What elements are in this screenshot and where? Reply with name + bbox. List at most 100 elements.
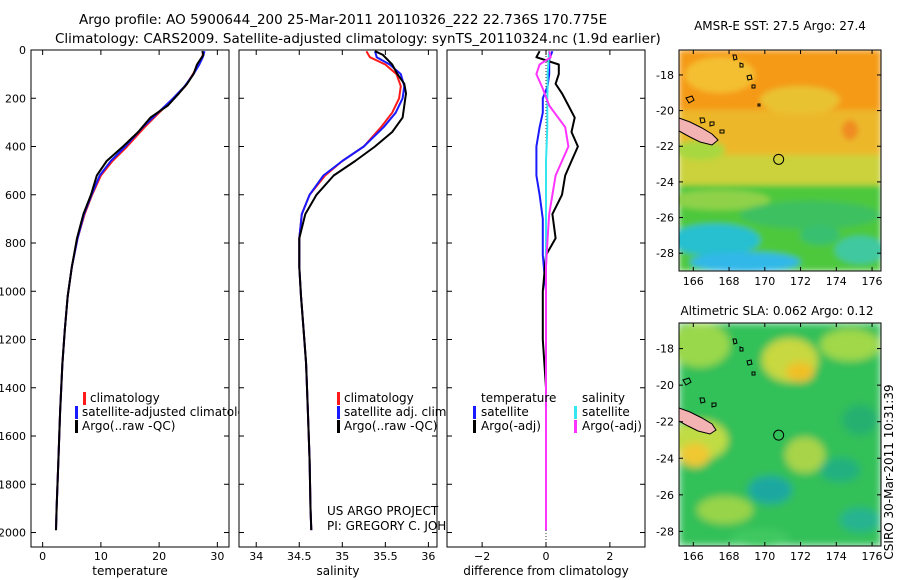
- map-x-tick-label: 176: [862, 275, 883, 288]
- salinity-axes-frame: [238, 49, 438, 548]
- map-x-tick-label: 172: [790, 550, 811, 563]
- legend-swatch-argo: [75, 420, 78, 433]
- temperature-legend: climatology satellite-adjusted climatolo…: [75, 391, 260, 433]
- y-tick-label: 2000: [0, 527, 26, 540]
- project-credit: US ARGO PROJECT: [327, 504, 439, 518]
- y-tick-label: 1800: [0, 478, 26, 491]
- legend-swatch-temp-satellite: [473, 406, 476, 419]
- legend-label-climatology: climatology: [90, 391, 160, 405]
- map-x-tick-label: 168: [719, 275, 740, 288]
- argo-float-marker: [773, 429, 785, 441]
- difference-panel: −2 0 2 difference from climatology tempera…: [446, 49, 646, 578]
- x-tick-label: 30: [210, 550, 224, 563]
- x-tick-label: 35: [335, 550, 349, 563]
- island-outlines: [682, 338, 756, 408]
- sla-map-title: Altimetric SLA: 0.062 Argo: 0.12: [680, 304, 873, 318]
- legend-label-temp-argo: Argo(-adj): [481, 419, 541, 433]
- legend-swatch-sal-argo: [574, 420, 577, 433]
- map-x-tick-label: 170: [754, 550, 775, 563]
- sst-map-frame: [678, 49, 882, 272]
- map-x-tick-label: 170: [754, 275, 775, 288]
- map-x-tick-label: 172: [790, 275, 811, 288]
- legend-swatch-sal-satellite: [574, 406, 577, 419]
- y-tick-label: 800: [5, 237, 26, 250]
- legend-label-sal-satellite: satellite: [582, 405, 630, 419]
- argo-float-marker: [773, 153, 785, 165]
- sst-map-panel: AMSR-E SST: 27.5 Argo: 27.4: [656, 19, 883, 288]
- y-tick-label: 1600: [0, 430, 26, 443]
- map-x-tick-label: 166: [683, 275, 704, 288]
- legend-label-climatology: climatology: [344, 391, 414, 405]
- map-x-tick-label: 174: [826, 275, 847, 288]
- island-outlines: [685, 54, 761, 134]
- map-x-tick-label: 176: [862, 550, 883, 563]
- legend-swatch-argo: [337, 420, 340, 433]
- y-tick-label: 400: [5, 141, 26, 154]
- x-tick-label: 34: [249, 550, 263, 563]
- y-tick-label: 1200: [0, 334, 26, 347]
- y-tick-label: 1400: [0, 382, 26, 395]
- timestamp-stamp: CSIRO 30-Mar-2011 10:31:39: [882, 384, 896, 559]
- legend-label-sal-argo: Argo(-adj): [582, 419, 642, 433]
- x-tick-label: 20: [152, 550, 166, 563]
- temperature-panel: 0 10 20 30 0 200 400 600 800 1000 1200 1400 1600 1800…: [0, 44, 260, 578]
- map-y-tick-label: -28: [656, 525, 674, 538]
- map-y-tick-label: -22: [656, 416, 674, 429]
- sst-map-title: AMSR-E SST: 27.5 Argo: 27.4: [694, 19, 866, 33]
- x-tick-label: −2: [474, 550, 490, 563]
- pi-credit: PI: GREGORY C. JOHNSON: [327, 519, 481, 533]
- map-y-tick-label: -20: [656, 105, 674, 118]
- salinity-legend: climatology satellite adj. clim. Argo(..…: [337, 391, 450, 433]
- map-x-tick-label: 174: [826, 550, 847, 563]
- new-caledonia-landmass: [679, 407, 717, 435]
- legend-swatch-satellite: [337, 406, 340, 419]
- legend-label-temp-satellite: satellite: [481, 405, 529, 419]
- temperature-xlabel: temperature: [92, 564, 167, 578]
- legend-swatch-climatology: [337, 392, 340, 405]
- map-y-tick-label: -18: [656, 343, 674, 356]
- x-tick-label: 0: [39, 550, 46, 563]
- salinity-panel: 34 34.5 35 35.5 36 salinity climatology sate…: [238, 49, 481, 578]
- series-line-temperature-argo-adj: [535, 50, 579, 531]
- x-tick-label: 2: [606, 550, 613, 563]
- series-line-argo-raw-qc: [298, 50, 407, 531]
- map-y-tick-label: -24: [656, 452, 674, 465]
- map-y-tick-label: -18: [656, 69, 674, 82]
- header-title-line1: Argo profile: AO 5900644_200 25-Mar-2011…: [79, 12, 607, 28]
- legend-swatch-temp-argo: [473, 420, 476, 433]
- x-tick-label: 35.5: [373, 550, 398, 563]
- sla-map-frame: [678, 322, 882, 547]
- y-tick-label: 0: [19, 44, 26, 57]
- legend-title-salinity: salinity: [582, 391, 625, 405]
- legend-label-argo: Argo(..raw -QC): [82, 419, 175, 433]
- map-y-tick-label: -26: [656, 212, 674, 225]
- y-tick-label: 1000: [0, 285, 26, 298]
- temperature-axes-frame: [30, 49, 230, 548]
- difference-xlabel: difference from climatology: [463, 564, 629, 578]
- legend-label-argo: Argo(..raw -QC): [344, 419, 437, 433]
- header-title-line2: Climatology: CARS2009. Satellite-adjuste…: [55, 31, 661, 47]
- series-line-argo-raw-qc: [55, 50, 205, 531]
- map-y-tick-label: -24: [656, 176, 674, 189]
- sla-heatmap: [679, 323, 881, 546]
- legend-label-satellite: satellite-adjusted climatology: [82, 405, 260, 419]
- map-y-tick-label: -22: [656, 140, 674, 153]
- map-y-tick-label: -20: [656, 379, 674, 392]
- salinity-xlabel: salinity: [316, 564, 359, 578]
- difference-legend-salinity: salinity satellite Argo(-adj): [574, 391, 642, 433]
- x-tick-label: 34.5: [287, 550, 312, 563]
- legend-swatch-climatology: [83, 392, 86, 405]
- sla-map-panel: Altimetric SLA: 0.062 Argo: 0.12: [656, 304, 896, 563]
- series-line-salinity-argo-adj: [535, 50, 570, 531]
- new-caledonia-landmass: [679, 117, 719, 146]
- y-tick-label: 200: [5, 92, 26, 105]
- map-y-tick-label: -28: [656, 247, 674, 260]
- map-x-tick-label: 168: [719, 550, 740, 563]
- map-x-tick-label: 166: [683, 550, 704, 563]
- legend-label-satellite: satellite adj. clim.: [344, 405, 450, 419]
- difference-legend-temperature: temperature satellite Argo(-adj): [473, 391, 556, 433]
- legend-swatch-satellite: [75, 406, 78, 419]
- legend-title-temperature: temperature: [481, 391, 556, 405]
- sst-heatmap: [679, 50, 881, 271]
